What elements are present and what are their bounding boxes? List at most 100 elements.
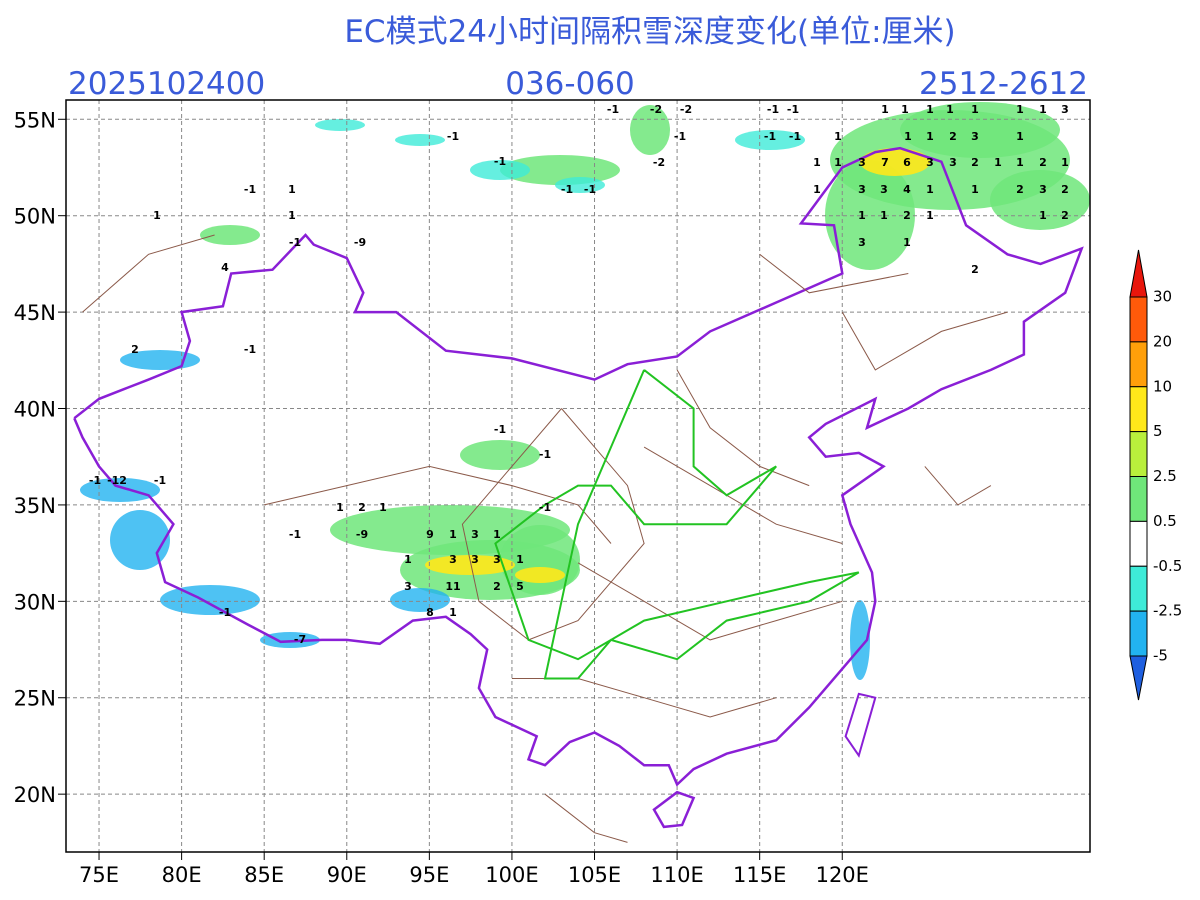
snow-area xyxy=(80,478,160,502)
contour-label: 1 xyxy=(926,209,934,222)
colorbar-label: -5 xyxy=(1153,647,1168,665)
contour-label: 3 xyxy=(880,183,888,196)
contour-label: -1 xyxy=(89,474,101,487)
contour-label: 1 xyxy=(813,156,821,169)
contour-label: -1 xyxy=(584,183,596,196)
contour-label: 1 xyxy=(288,209,296,222)
hainan xyxy=(652,790,696,829)
contour-label: 1 xyxy=(834,156,842,169)
contour-label: -12 xyxy=(107,474,127,487)
contour-label: 1 xyxy=(288,183,296,196)
contour-label: 1 xyxy=(493,528,501,541)
colorbar-arrow-bottom xyxy=(1129,655,1148,701)
contour-label: 1 xyxy=(449,528,457,541)
province-border xyxy=(924,466,992,506)
snow-area xyxy=(850,600,870,680)
province-border xyxy=(544,793,628,843)
valid-period: 2512-2612 xyxy=(919,66,1088,102)
colorbar-label: 20 xyxy=(1153,332,1172,350)
map-frame xyxy=(65,99,1091,853)
colorbar-box xyxy=(1129,520,1148,567)
forecast-hours: 036-060 xyxy=(505,66,635,102)
contour-label: 1 xyxy=(971,183,979,196)
contour-label: 3 xyxy=(858,156,866,169)
lon-label: 90E xyxy=(327,863,367,887)
contour-label: 1 xyxy=(903,236,911,249)
contour-label: 1 xyxy=(1061,156,1069,169)
contour-label: 2 xyxy=(493,580,501,593)
contour-label: -2 xyxy=(650,103,662,116)
contour-label: 9 xyxy=(426,528,434,541)
contour-label: 1 xyxy=(1016,103,1024,116)
province-border xyxy=(676,369,810,487)
country-border xyxy=(73,146,1084,787)
snow-area xyxy=(390,588,450,612)
init-time: 2025102400 xyxy=(68,66,265,102)
contour-label: -1 xyxy=(289,236,301,249)
contour-label: 2 xyxy=(949,130,957,143)
province-border xyxy=(577,562,843,641)
contour-label: 1 xyxy=(926,183,934,196)
snow-area xyxy=(110,510,170,570)
contour-label: 1 xyxy=(901,103,909,116)
lon-label: 85E xyxy=(244,863,284,887)
contour-label: -1 xyxy=(219,606,231,619)
snow-area xyxy=(200,225,260,245)
contour-label: 2 xyxy=(971,263,979,276)
contour-label: 1 xyxy=(880,209,888,222)
contour-label: 3 xyxy=(493,553,501,566)
contour-label: 1 xyxy=(516,553,524,566)
province-border xyxy=(461,408,645,641)
lat-label: 35N xyxy=(14,494,56,518)
river-basin-line xyxy=(494,369,860,680)
contour-label: 2 xyxy=(1061,183,1069,196)
contour-label: 2 xyxy=(131,343,139,356)
contour-label: -1 xyxy=(154,474,166,487)
contour-label: 1 xyxy=(926,130,934,143)
snow-area xyxy=(900,102,1060,158)
lon-label: 110E xyxy=(650,863,703,887)
snow-area xyxy=(555,177,605,193)
snow-area xyxy=(515,567,565,583)
colorbar-label: 30 xyxy=(1153,288,1172,306)
snow-area xyxy=(120,350,200,370)
snow-area xyxy=(990,170,1090,230)
contour-label: 3 xyxy=(858,183,866,196)
colorbar-box xyxy=(1129,476,1148,522)
snow-area xyxy=(825,160,915,270)
contour-label: 11 xyxy=(445,580,460,593)
contour-label: 1 xyxy=(336,501,344,514)
contour-label: 1 xyxy=(449,606,457,619)
contour-label: 1 xyxy=(1039,103,1047,116)
colorbar-label: 10 xyxy=(1153,377,1172,395)
contour-label: -1 xyxy=(789,130,801,143)
contour-label: 1 xyxy=(971,103,979,116)
contour-label: 1 xyxy=(153,209,161,222)
lon-label: 100E xyxy=(485,863,538,887)
snow-area xyxy=(470,160,530,180)
contour-label: 2 xyxy=(1039,156,1047,169)
colorbar-box xyxy=(1129,565,1148,612)
lon-label: 75E xyxy=(79,863,119,887)
contour-label: 1 xyxy=(404,553,412,566)
contour-label: 1 xyxy=(1016,156,1024,169)
lon-label: 120E xyxy=(816,863,869,887)
contour-label: 1 xyxy=(1039,209,1047,222)
snow-area xyxy=(315,119,365,131)
province-border xyxy=(82,234,215,313)
snow-area xyxy=(260,632,320,648)
contour-label: 4 xyxy=(903,183,911,196)
lon-label: 105E xyxy=(568,863,621,887)
snow-area xyxy=(425,555,515,575)
lat-label: 40N xyxy=(14,398,56,422)
contour-label: 2 xyxy=(971,156,979,169)
snow-area xyxy=(395,134,445,146)
colorbar-box xyxy=(1129,431,1148,477)
contour-label: 3 xyxy=(404,580,412,593)
contour-label: -1 xyxy=(447,130,459,143)
contour-label: 3 xyxy=(949,156,957,169)
province-border xyxy=(841,311,1008,371)
colorbar-box xyxy=(1129,386,1148,433)
contour-label: -2 xyxy=(680,103,692,116)
